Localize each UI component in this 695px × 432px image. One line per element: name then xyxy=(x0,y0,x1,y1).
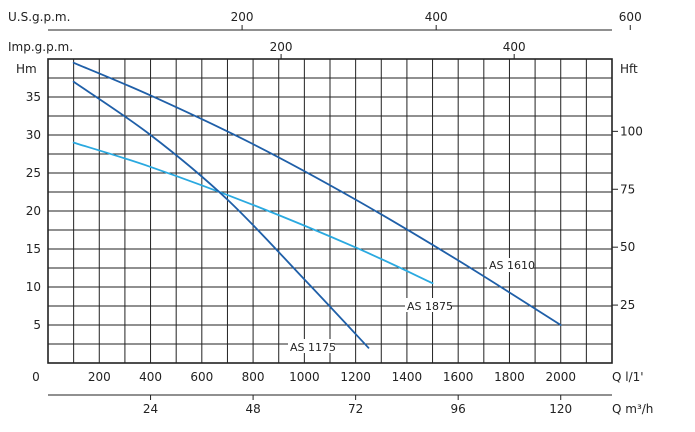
y-right-tick-label: 50 xyxy=(620,240,635,254)
x-tick-label: 800 xyxy=(242,370,265,384)
y-right-tick-label: 75 xyxy=(620,182,635,196)
y-left-tick-label: 10 xyxy=(26,280,41,294)
y-right-label: Hft xyxy=(620,62,638,76)
x-tick-label: 1800 xyxy=(494,370,525,384)
y-left-label: Hm xyxy=(16,62,37,76)
us-gpm-axis-label: U.S.g.p.m. xyxy=(8,10,70,24)
plot-frame xyxy=(47,58,613,364)
us-gpm-tick-label: 600 xyxy=(619,10,642,24)
curve-label-as-1875: AS 1875 xyxy=(407,300,453,313)
x-tick-label: 1200 xyxy=(340,370,371,384)
x-tick-label: 600 xyxy=(190,370,213,384)
x-tick-label: 1000 xyxy=(289,370,320,384)
x-tick-label: 1600 xyxy=(443,370,474,384)
curve-label-bg-as-1175 xyxy=(288,339,334,353)
m3h-tick-label: 120 xyxy=(549,402,572,416)
m3h-tick-label: 48 xyxy=(245,402,260,416)
m3h-tick-label: 24 xyxy=(143,402,158,416)
x-tick-label: 0 xyxy=(32,370,40,384)
us-gpm-tick-label: 400 xyxy=(425,10,448,24)
curve-label-bg-as-1610 xyxy=(487,258,533,272)
imp-gpm-axis-label: Imp.g.p.m. xyxy=(8,40,73,54)
imp-gpm-tick-label: 400 xyxy=(503,40,526,54)
series-group xyxy=(72,61,562,349)
grid xyxy=(48,59,612,363)
curve-label-as-1175: AS 1175 xyxy=(290,341,336,354)
m3h-axis-label: Q m³/h xyxy=(612,402,653,416)
y-left-tick-label: 35 xyxy=(26,90,41,104)
imp-gpm-ticks: 200 400 xyxy=(270,40,526,59)
us-gpm-ticks: 200 400 600 xyxy=(231,10,642,30)
y-left-tick-label: 20 xyxy=(26,204,41,218)
m3h-tick-label: 72 xyxy=(348,402,363,416)
y-left-tick-label: 5 xyxy=(33,318,41,332)
y-right-tick-label: 100 xyxy=(620,124,643,138)
x-tick-label: 2000 xyxy=(545,370,576,384)
x-tick-label: 400 xyxy=(139,370,162,384)
series-line-as-1175 xyxy=(72,80,370,349)
curve-labels: AS 1610 AS 1875 AS 1175 xyxy=(288,258,535,354)
y-left-tick-label: 25 xyxy=(26,166,41,180)
y-right-ticks: 25 50 75 100 xyxy=(612,124,643,312)
x-tick-label: 200 xyxy=(88,370,111,384)
curve-label-as-1610: AS 1610 xyxy=(489,259,535,272)
curve-label-bg-as-1875 xyxy=(405,298,451,312)
m3h-ticks: 24 48 72 96 120 xyxy=(143,395,572,416)
series-line-as-1875 xyxy=(72,141,434,285)
m3h-tick-label: 96 xyxy=(451,402,466,416)
series-line-as-1610 xyxy=(72,61,562,326)
y-left-tick-label: 15 xyxy=(26,242,41,256)
y-left-tick-label: 30 xyxy=(26,128,41,142)
x-tick-label: 1400 xyxy=(392,370,423,384)
imp-gpm-tick-label: 200 xyxy=(270,40,293,54)
x-unit-label: Q l/1' xyxy=(612,370,644,384)
y-right-tick-label: 25 xyxy=(620,298,635,312)
x-ticks: 0 200 400 600 800 1000 1200 1400 1600 1800 2000 xyxy=(32,370,576,384)
us-gpm-tick-label: 200 xyxy=(231,10,254,24)
y-left-ticks: 5 10 15 20 25 30 35 xyxy=(26,90,41,332)
